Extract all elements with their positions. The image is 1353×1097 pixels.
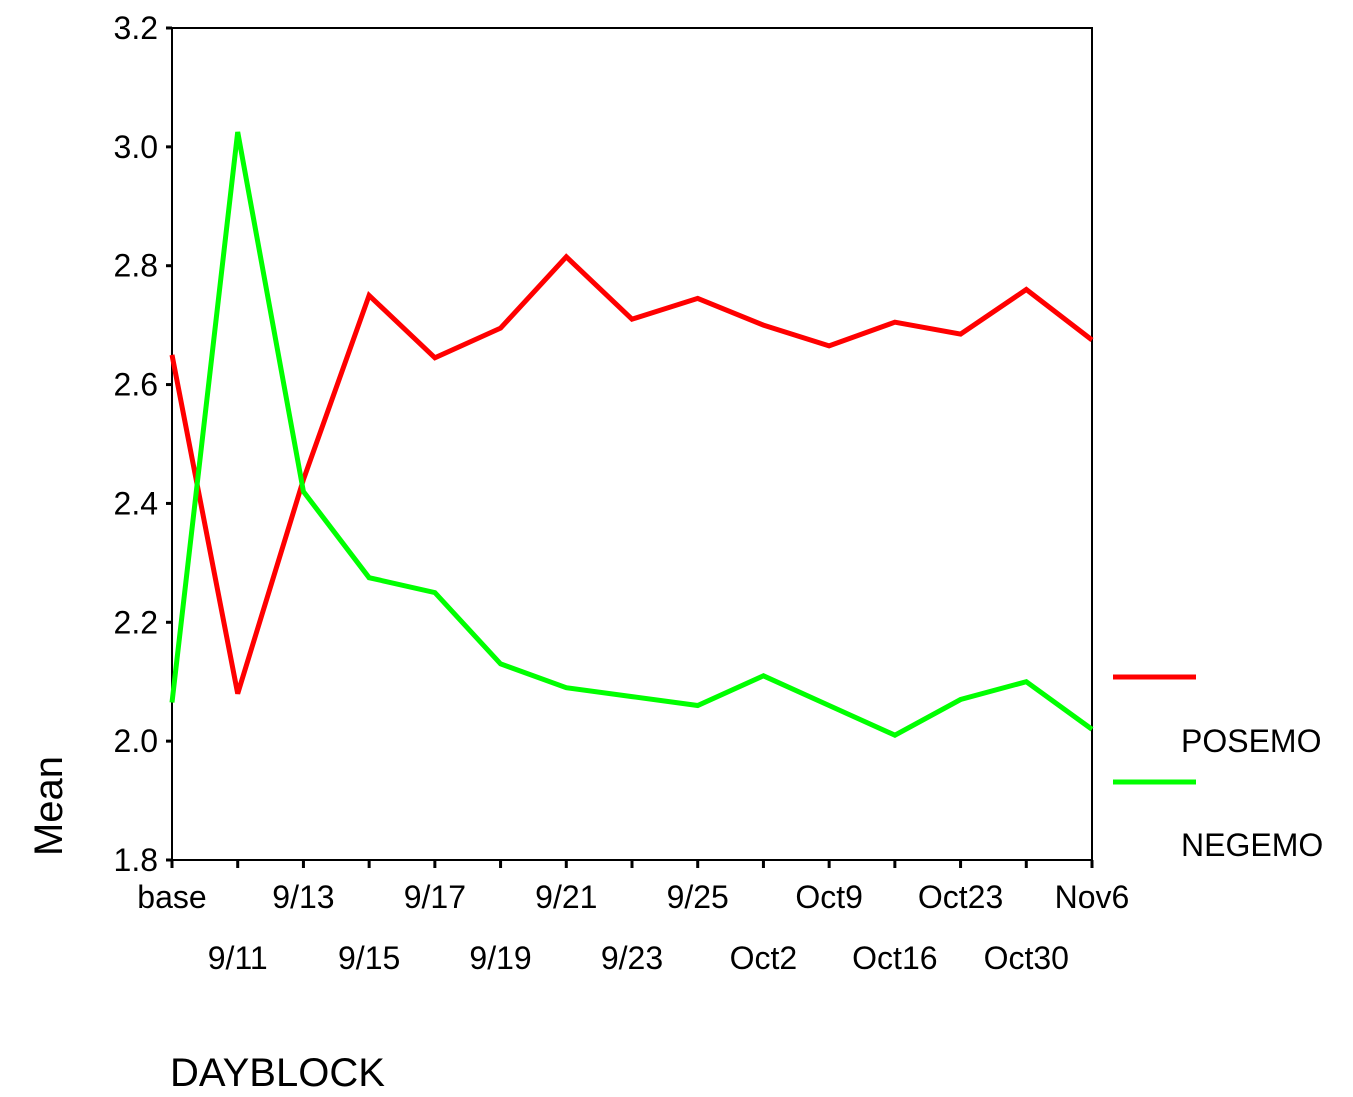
legend: POSEMO NEGEMO bbox=[1113, 674, 1323, 863]
x-tick-label: base bbox=[137, 879, 206, 915]
plot-frame bbox=[171, 27, 1093, 861]
y-tick-label: 3.0 bbox=[114, 129, 158, 165]
y-tick-label: 3.2 bbox=[114, 10, 158, 46]
y-tick-label: 2.2 bbox=[114, 604, 158, 640]
y-axis: 1.8 2.0 2.2 2.4 2.6 2.8 3.0 3.2 bbox=[114, 10, 172, 878]
x-tick-label: Nov6 bbox=[1055, 879, 1130, 915]
y-tick-label: 1.8 bbox=[114, 842, 158, 878]
legend-label-negemo: NEGEMO bbox=[1181, 827, 1323, 863]
x-tick-label: 9/19 bbox=[469, 940, 531, 976]
x-tick-label: 9/21 bbox=[535, 879, 597, 915]
series-lines bbox=[169, 131, 1094, 738]
y-tick-label: 2.6 bbox=[114, 367, 158, 403]
y-tick-label: 2.0 bbox=[114, 723, 158, 759]
x-tick-label: 9/25 bbox=[667, 879, 729, 915]
x-tick-label: Oct9 bbox=[795, 879, 863, 915]
y-tick-label: 2.8 bbox=[114, 248, 158, 284]
x-tick-label: 9/17 bbox=[404, 879, 466, 915]
y-axis-label: Mean bbox=[27, 756, 71, 856]
x-tick-label: Oct23 bbox=[918, 879, 1003, 915]
x-tick-label: Oct2 bbox=[730, 940, 798, 976]
x-tick-label: Oct16 bbox=[852, 940, 937, 976]
series-line-posemo bbox=[169, 253, 1094, 695]
y-tick-label: 2.4 bbox=[114, 485, 158, 521]
x-tick-label: 9/23 bbox=[601, 940, 663, 976]
x-tick-label: 9/13 bbox=[272, 879, 334, 915]
x-axis: base9/119/139/159/179/199/219/239/25Oct2… bbox=[137, 860, 1129, 976]
x-tick-label: Oct30 bbox=[984, 940, 1069, 976]
series-line-negemo bbox=[169, 131, 1094, 738]
x-tick-label: 9/15 bbox=[338, 940, 400, 976]
x-axis-label: DAYBLOCK bbox=[170, 1051, 385, 1092]
x-tick-label: 9/11 bbox=[208, 940, 268, 976]
legend-label-posemo: POSEMO bbox=[1181, 723, 1321, 759]
